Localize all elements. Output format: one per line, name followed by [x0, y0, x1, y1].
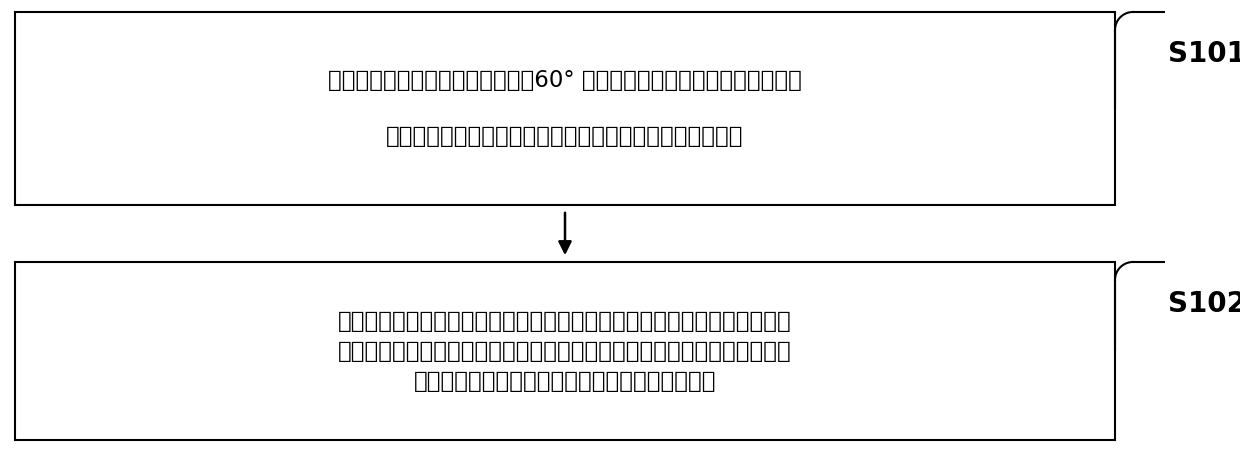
Text: 数值先判断定子磁链矢量位于电压矢量区域划分中的扇区号: 数值先判断定子磁链矢量位于电压矢量区域划分中的扇区号: [386, 125, 744, 148]
Text: 判断，由小扇区号就可确定定子磁链矢量所处扇区: 判断，由小扇区号就可确定定子磁链矢量所处扇区: [414, 369, 717, 392]
Text: S101: S101: [1168, 40, 1240, 68]
Text: 将获得的定子磁链矢量分量转化为60° 坐标系中对应分量，根据两个分量的: 将获得的定子磁链矢量分量转化为60° 坐标系中对应分量，根据两个分量的: [329, 69, 802, 92]
Text: 量的坐标分量值经逻辑对比和移位运算，对定子磁链矢量所处小扇区号进行: 量的坐标分量值经逻辑对比和移位运算，对定子磁链矢量所处小扇区号进行: [339, 340, 792, 363]
Text: S102: S102: [1168, 290, 1240, 318]
Text: 在每个电压矢量空间扇区中都有两个针对磁链矢量的小扇区，再根据磁链矢: 在每个电压矢量空间扇区中都有两个针对磁链矢量的小扇区，再根据磁链矢: [339, 309, 792, 332]
